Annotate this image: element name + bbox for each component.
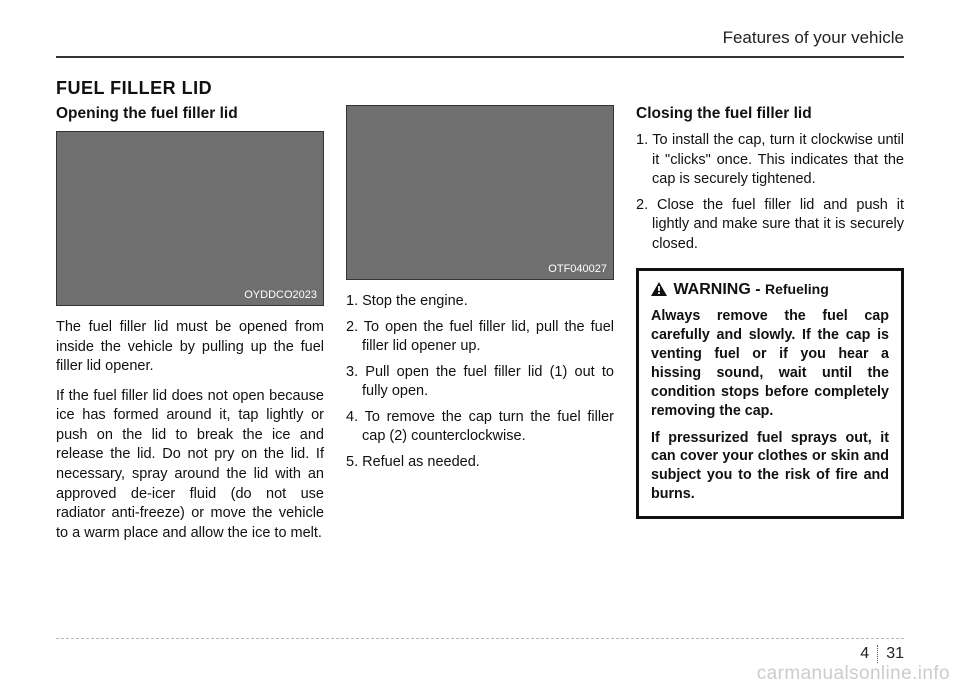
step-item: 2. To open the fuel filler lid, pull the… — [346, 318, 614, 357]
step-item: 1. To install the cap, turn it clockwise… — [636, 131, 904, 190]
column-2: OTF040027 1. Stop the engine. 2. To open… — [346, 78, 614, 629]
header-section-title: Features of your vehicle — [723, 28, 904, 48]
manual-page: Features of your vehicle FUEL FILLER LID… — [0, 0, 960, 689]
step-item: 2. Close the fuel filler lid and push it… — [636, 196, 904, 255]
warning-label: WARNING - — [673, 281, 765, 298]
figure-fuel-lid: OTF040027 — [346, 105, 614, 280]
section-heading: FUEL FILLER LID — [56, 78, 324, 99]
subheading-closing: Closing the fuel filler lid — [636, 105, 904, 123]
step-item: 1. Stop the engine. — [346, 292, 614, 312]
step-item: 5. Refuel as needed. — [346, 453, 614, 473]
page-num-separator — [877, 645, 878, 663]
page-number-value: 31 — [886, 645, 904, 663]
subheading-opening: Opening the fuel filler lid — [56, 105, 324, 123]
chapter-number: 4 — [860, 645, 869, 663]
column-3: Closing the fuel filler lid 1. To instal… — [636, 78, 904, 629]
watermark-text: carmanualsonline.info — [757, 663, 950, 685]
paragraph: The fuel filler lid must be opened from … — [56, 318, 324, 377]
paragraph: If the fuel filler lid does not open bec… — [56, 387, 324, 544]
step-item: 4. To remove the cap turn the fuel fille… — [346, 408, 614, 447]
warning-paragraph: If pressurized fuel sprays out, it can c… — [651, 429, 889, 504]
figure-opener: OYDDCO2023 — [56, 131, 324, 306]
step-item: 3. Pull open the fuel filler lid (1) out… — [346, 363, 614, 402]
warning-subject: Refueling — [765, 281, 829, 297]
warning-paragraph: Always remove the fuel cap carefully and… — [651, 307, 889, 420]
footer-dotted-rule — [56, 638, 904, 639]
figure-label: OTF040027 — [548, 263, 607, 275]
warning-icon — [651, 282, 667, 301]
warning-title: WARNING - Refueling — [651, 281, 889, 301]
column-1: FUEL FILLER LID Opening the fuel filler … — [56, 78, 324, 629]
figure-label: OYDDCO2023 — [244, 289, 317, 301]
warning-box: WARNING - Refueling Always remove the fu… — [636, 268, 904, 519]
page-number: 4 31 — [860, 645, 904, 663]
header-rule — [56, 56, 904, 58]
content-columns: FUEL FILLER LID Opening the fuel filler … — [56, 78, 904, 629]
